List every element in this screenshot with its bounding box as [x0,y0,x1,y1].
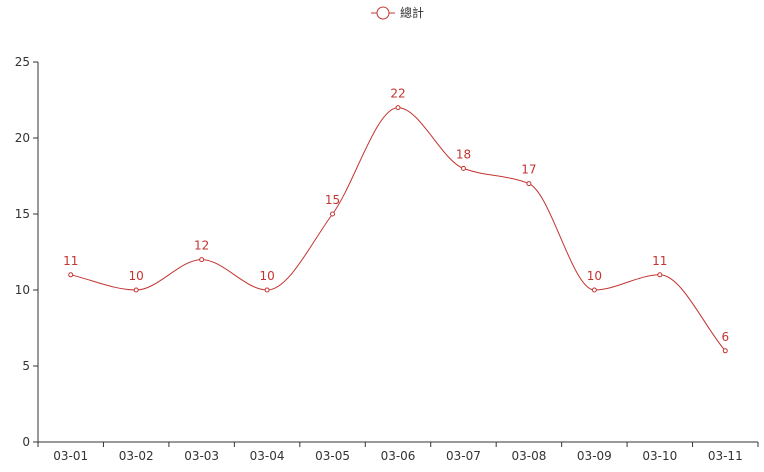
data-point[interactable] [722,348,728,354]
x-tick-label: 03-08 [511,449,546,463]
data-label: 15 [325,193,340,207]
legend-label: 總計 [400,5,424,20]
series-layer: 11 10 12 10 15 22 18 17 10 11 6 [63,87,729,354]
data-point[interactable] [199,257,205,263]
x-tick-label: 03-03 [184,449,219,463]
series-line [70,107,726,352]
y-tick-label: 5 [22,359,30,373]
data-label: 10 [129,269,144,283]
y-axis: 0 5 10 15 20 25 [15,55,39,449]
data-point[interactable] [133,287,139,293]
data-label: 10 [587,269,602,283]
data-label: 17 [521,163,536,177]
data-point[interactable] [264,287,270,293]
x-tick-label: 03-01 [53,449,88,463]
data-point[interactable] [657,272,663,278]
legend[interactable]: 總計 [371,5,424,20]
data-label: 11 [63,254,78,268]
data-label: 18 [456,147,471,161]
x-tick-label: 03-10 [642,449,677,463]
x-tick-label: 03-11 [708,449,743,463]
x-tick-label: 03-04 [250,449,285,463]
legend-circle-icon [376,6,390,20]
data-label: 12 [194,239,209,253]
y-tick-label: 20 [15,131,30,145]
x-tick-label: 03-09 [577,449,612,463]
x-tick-label: 03-07 [446,449,481,463]
y-tick-label: 0 [22,435,30,449]
data-point[interactable] [460,165,466,171]
x-tick-label: 03-02 [119,449,154,463]
data-point[interactable] [395,105,401,111]
y-tick-label: 15 [15,207,30,221]
y-tick-label: 25 [15,55,30,69]
x-tick-label: 03-05 [315,449,350,463]
data-label: 22 [390,87,405,101]
x-tick-label: 03-06 [381,449,416,463]
data-label: 6 [721,330,729,344]
y-tick-label: 10 [15,283,30,297]
data-label: 10 [259,269,274,283]
data-label: 11 [652,254,667,268]
data-point[interactable] [330,211,336,217]
data-point[interactable] [526,181,532,187]
data-point[interactable] [68,272,74,278]
data-point[interactable] [591,287,597,293]
x-axis: 03-01 03-02 03-03 03-04 03-05 03-06 03-07 03-08… [37,441,759,463]
